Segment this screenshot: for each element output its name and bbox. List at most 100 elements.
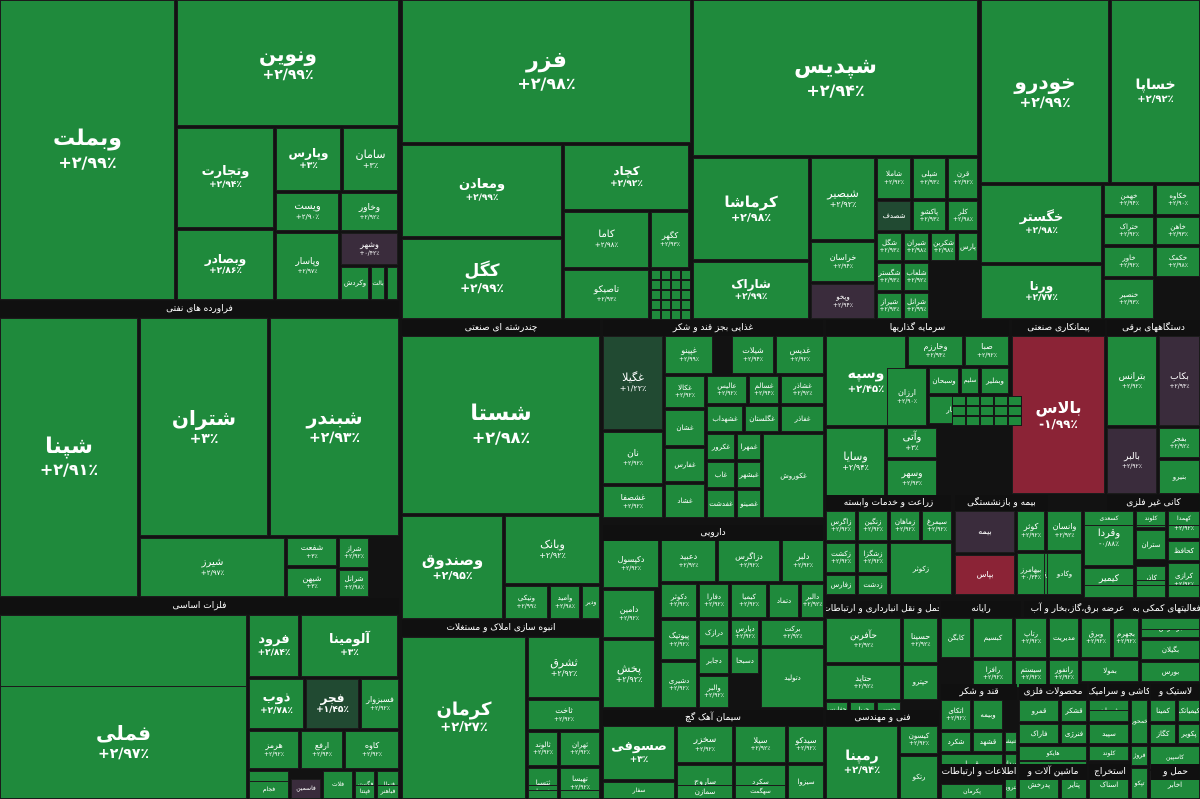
stock-tile[interactable]: وپارس +۳٪: [276, 128, 341, 191]
stock-tile[interactable]: غفاذر: [781, 406, 824, 432]
stock-tile[interactable]: شکربن +۲/۹۸٪: [931, 233, 956, 261]
small-stock-tile[interactable]: [1008, 396, 1022, 406]
stock-tile[interactable]: بیمه: [955, 511, 1015, 553]
stock-tile[interactable]: دعبید +۲/۹۲٪: [661, 540, 716, 582]
stock-tile[interactable]: رتاپ +۲/۹۲٪: [1015, 618, 1047, 658]
stock-tile[interactable]: ستران: [1136, 530, 1166, 560]
stock-tile[interactable]: دپارس +۲/۹۲٪: [731, 620, 759, 646]
stock-tile[interactable]: [1089, 710, 1129, 722]
stock-tile[interactable]: ونیکی +۲/۹۹٪: [505, 586, 548, 619]
stock-tile[interactable]: شبندر +۲/۹۳٪: [270, 318, 399, 536]
stock-tile[interactable]: شیران +۲/۹۸٪: [904, 233, 929, 261]
stock-tile[interactable]: زکشت +۲/۹۲٪: [826, 543, 856, 573]
stock-tile[interactable]: غکالا +۲/۹۲٪: [665, 376, 705, 408]
small-stock-tile[interactable]: [681, 300, 691, 310]
stock-tile[interactable]: کابگن: [941, 618, 971, 658]
stock-tile[interactable]: خکمک +۲/۹۸٪: [1156, 247, 1200, 277]
small-stock-tile[interactable]: [671, 280, 681, 290]
stock-tile[interactable]: شفعت +۳٪: [287, 538, 337, 566]
stock-tile[interactable]: غشصفا +۲/۹۲٪: [603, 486, 663, 518]
stock-tile[interactable]: قشهد: [973, 732, 1003, 752]
stock-tile[interactable]: حپترو: [903, 665, 938, 700]
stock-tile[interactable]: ودیر: [582, 586, 600, 619]
stock-tile[interactable]: غسالم +۲/۹۴٪: [749, 376, 779, 404]
stock-tile[interactable]: غگیلا +۱/۲۲٪: [603, 336, 663, 430]
stock-tile[interactable]: خگستر +۲/۹۸٪: [981, 185, 1102, 263]
stock-tile[interactable]: [528, 790, 558, 799]
stock-tile[interactable]: شیهن +۳٪: [287, 568, 337, 597]
small-stock-tile[interactable]: [966, 396, 980, 406]
stock-tile[interactable]: فاراک: [1019, 724, 1059, 744]
stock-tile[interactable]: سامان +۳٪: [343, 128, 398, 191]
small-stock-tile[interactable]: [980, 416, 994, 426]
stock-tile[interactable]: شاملا +۲/۹۲٪: [877, 158, 911, 199]
stock-tile[interactable]: وبیمه: [973, 700, 1003, 730]
stock-tile[interactable]: بجهرم +۲/۹۲٪: [1113, 618, 1139, 658]
stock-tile[interactable]: سفار: [603, 782, 675, 799]
stock-tile[interactable]: وسبحان: [929, 368, 959, 394]
stock-tile[interactable]: [387, 267, 398, 300]
stock-tile[interactable]: بفجر +۲/۹۲٪: [1159, 428, 1200, 458]
stock-tile[interactable]: کلر +۲/۹۸٪: [948, 201, 978, 231]
stock-tile[interactable]: خمحور: [1131, 700, 1148, 744]
stock-tile[interactable]: شپلی +۲/۹۳٪: [913, 158, 946, 199]
stock-tile[interactable]: فسبزوار +۲/۹۲٪: [361, 679, 399, 729]
small-stock-tile[interactable]: [980, 396, 994, 406]
stock-tile[interactable]: سهگمت: [735, 785, 786, 799]
small-stock-tile[interactable]: [651, 290, 661, 300]
stock-tile[interactable]: کاوه +۲/۹۲٪: [345, 731, 399, 769]
stock-tile[interactable]: شکرد: [941, 732, 971, 752]
stock-tile[interactable]: غکوروش: [763, 434, 824, 518]
stock-tile[interactable]: شلعاب +۲/۹۲٪: [904, 263, 929, 291]
stock-tile[interactable]: شیلات +۲/۹۴٪: [732, 336, 774, 374]
stock-tile[interactable]: دسبحا: [731, 648, 759, 674]
stock-tile[interactable]: ثالوند +۲/۹۲٪: [528, 732, 558, 766]
small-stock-tile[interactable]: [994, 416, 1008, 426]
stock-tile[interactable]: کگل +۲/۹۹٪: [402, 239, 562, 319]
small-stock-tile[interactable]: [952, 396, 966, 406]
stock-tile[interactable]: خهمن +۲/۹۴٪: [1104, 185, 1154, 215]
stock-tile[interactable]: فلات: [323, 771, 353, 799]
stock-tile[interactable]: هرمز +۲/۹۲٪: [249, 731, 299, 769]
stock-tile[interactable]: دفارا +۲/۹۲٪: [699, 584, 729, 618]
stock-tile[interactable]: مدیریت: [1049, 618, 1079, 658]
stock-tile[interactable]: وخارزم +۲/۹۴٪: [908, 336, 963, 366]
stock-tile[interactable]: سیلا +۲/۹۲٪: [735, 726, 786, 763]
stock-tile[interactable]: کمینا: [1150, 700, 1176, 722]
small-stock-tile[interactable]: [651, 270, 661, 280]
stock-tile[interactable]: ورنا +۲/۷۷٪: [981, 265, 1102, 319]
stock-tile[interactable]: فجر +۱/۴۵٪: [306, 679, 359, 729]
stock-tile[interactable]: پارس: [958, 233, 978, 261]
stock-tile[interactable]: کچاد +۲/۹۲٪: [564, 145, 689, 210]
stock-tile[interactable]: غشهداب: [707, 406, 743, 432]
stock-tile[interactable]: غمهرا: [737, 434, 761, 460]
stock-tile[interactable]: فملی +۲/۹۷٪: [0, 686, 247, 799]
stock-tile[interactable]: پکرمان: [941, 784, 1003, 799]
stock-tile[interactable]: خاور +۲/۹۲٪: [1104, 247, 1154, 277]
small-stock-tile[interactable]: [966, 406, 980, 416]
stock-tile[interactable]: بالت: [371, 267, 385, 300]
stock-tile[interactable]: بگیلان: [1141, 640, 1200, 660]
stock-tile[interactable]: دامین +۲/۹۲٪: [603, 590, 655, 638]
stock-tile[interactable]: سیمرغ +۲/۹۲٪: [922, 511, 952, 541]
stock-tile[interactable]: وبملیر: [981, 368, 1009, 394]
stock-tile[interactable]: سلیم: [961, 368, 979, 394]
stock-tile[interactable]: فجام: [249, 781, 289, 799]
stock-tile[interactable]: دالبر +۲/۹۲٪: [801, 584, 824, 618]
small-stock-tile[interactable]: [671, 270, 681, 280]
small-stock-tile[interactable]: [661, 300, 671, 310]
stock-tile[interactable]: ارزان +۲/۹۰٪: [887, 368, 927, 426]
stock-tile[interactable]: قمرو: [1019, 700, 1059, 722]
stock-tile[interactable]: غگلستان: [745, 406, 779, 432]
stock-tile[interactable]: برکت +۲/۹۲٪: [761, 620, 824, 646]
stock-tile[interactable]: بالبر +۲/۹۲٪: [1107, 428, 1157, 494]
stock-tile[interactable]: فنرژی: [1061, 724, 1087, 744]
stock-tile[interactable]: وسهر +۲/۹۳٪: [887, 460, 937, 496]
stock-tile[interactable]: شپدیس +۲/۹۴٪: [693, 0, 978, 156]
small-stock-tile[interactable]: [994, 396, 1008, 406]
stock-tile[interactable]: دکپسول +۲/۹۲٪: [603, 540, 659, 588]
stock-tile[interactable]: ثهران +۲/۹۲٪: [560, 732, 600, 766]
stock-tile[interactable]: ذوب +۲/۷۸٪: [249, 679, 304, 729]
stock-tile[interactable]: قشکر: [1061, 700, 1087, 722]
small-stock-tile[interactable]: [661, 280, 671, 290]
